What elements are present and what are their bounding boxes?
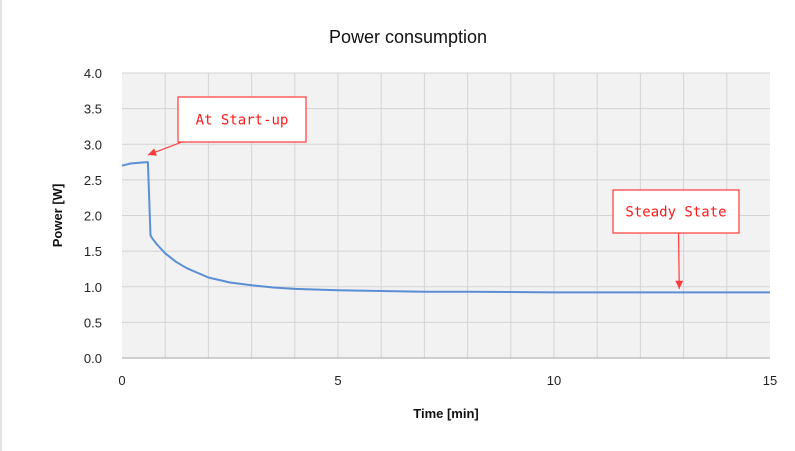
callout: At Start-up [147,96,307,156]
callout-box [612,189,740,234]
callout-arrowhead [675,280,684,289]
x-axis-ticks: 0 5 10 15 [118,373,777,388]
x-tick-label: 0 [118,373,125,388]
x-tick-label: 15 [763,373,777,388]
callout-arrow [677,232,680,289]
y-tick-label: 0.0 [84,351,102,366]
x-tick-label: 10 [547,373,561,388]
chart-title: Power consumption [329,27,487,47]
y-tick-label: 2.5 [84,173,102,188]
callout: Steady State [612,189,740,289]
callout-arrowhead [147,148,157,156]
y-axis-title: Power [W] [50,184,65,248]
y-tick-label: 4.0 [84,66,102,81]
x-tick-label: 5 [334,373,341,388]
series-line [121,161,770,294]
callout-box [177,96,307,143]
annotations: At Start-up Steady State [147,96,740,289]
y-tick-label: 1.5 [84,244,102,259]
y-tick-label: 3.0 [84,137,102,152]
y-tick-label: 2.0 [84,209,102,224]
y-tick-label: 1.0 [84,280,102,295]
x-axis-title: Time [min] [413,406,479,421]
y-axis-ticks: 0.0 0.5 1.0 1.5 2.0 2.5 3.0 3.5 4.0 [84,66,102,366]
series-layer [121,161,770,294]
y-tick-label: 3.5 [84,102,102,117]
y-tick-label: 0.5 [84,315,102,330]
callout-label: Steady State [625,205,726,221]
callout-label: At Start-up [196,113,289,129]
